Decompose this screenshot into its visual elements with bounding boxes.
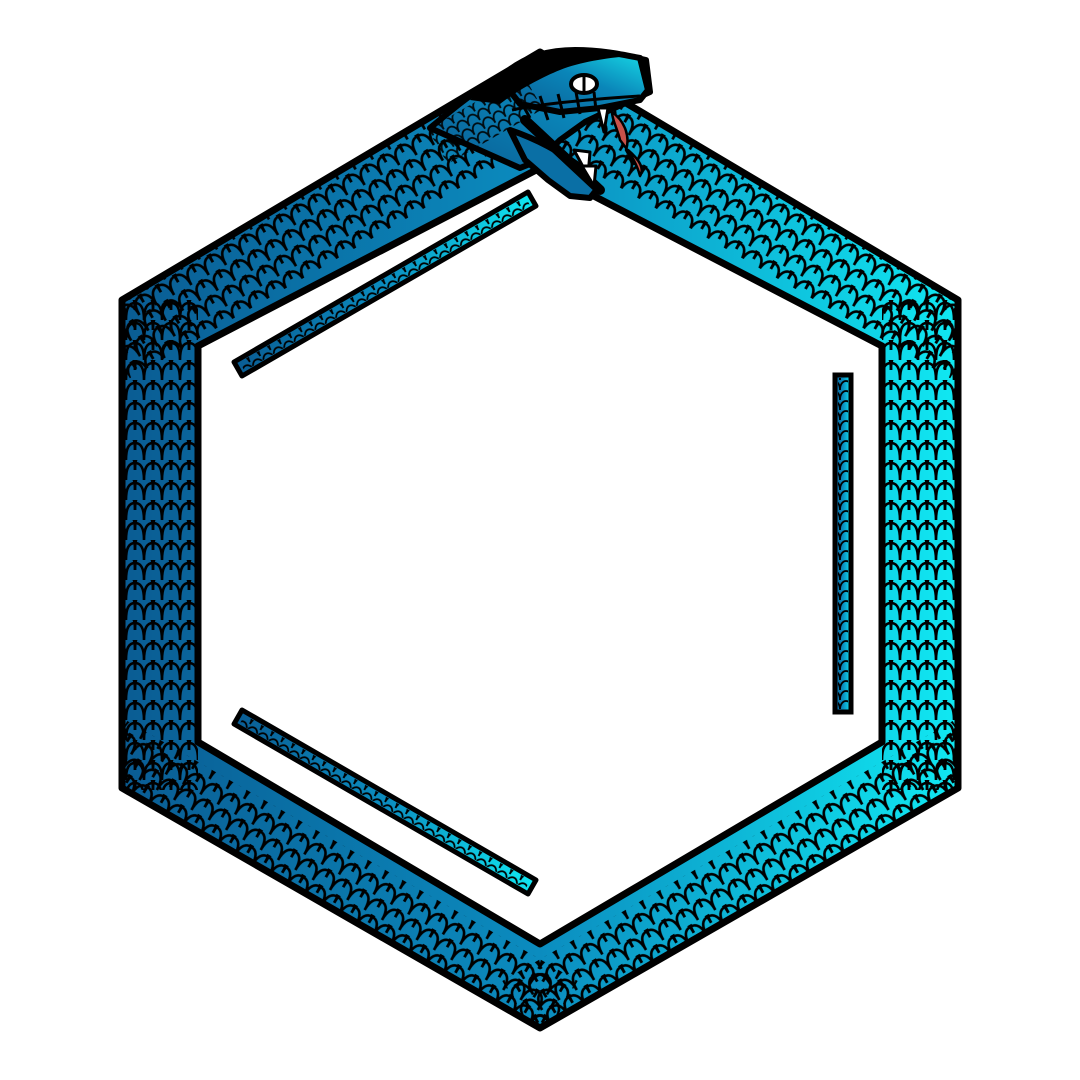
inner-bond-right xyxy=(832,372,854,715)
inner-bond-lower-left xyxy=(231,707,539,897)
snake-head-icon xyxy=(427,47,653,201)
fang-icon xyxy=(572,106,610,188)
inner-bond-upper-left xyxy=(231,189,539,379)
snake-eye-icon xyxy=(569,73,599,95)
tongue-icon xyxy=(610,110,644,178)
